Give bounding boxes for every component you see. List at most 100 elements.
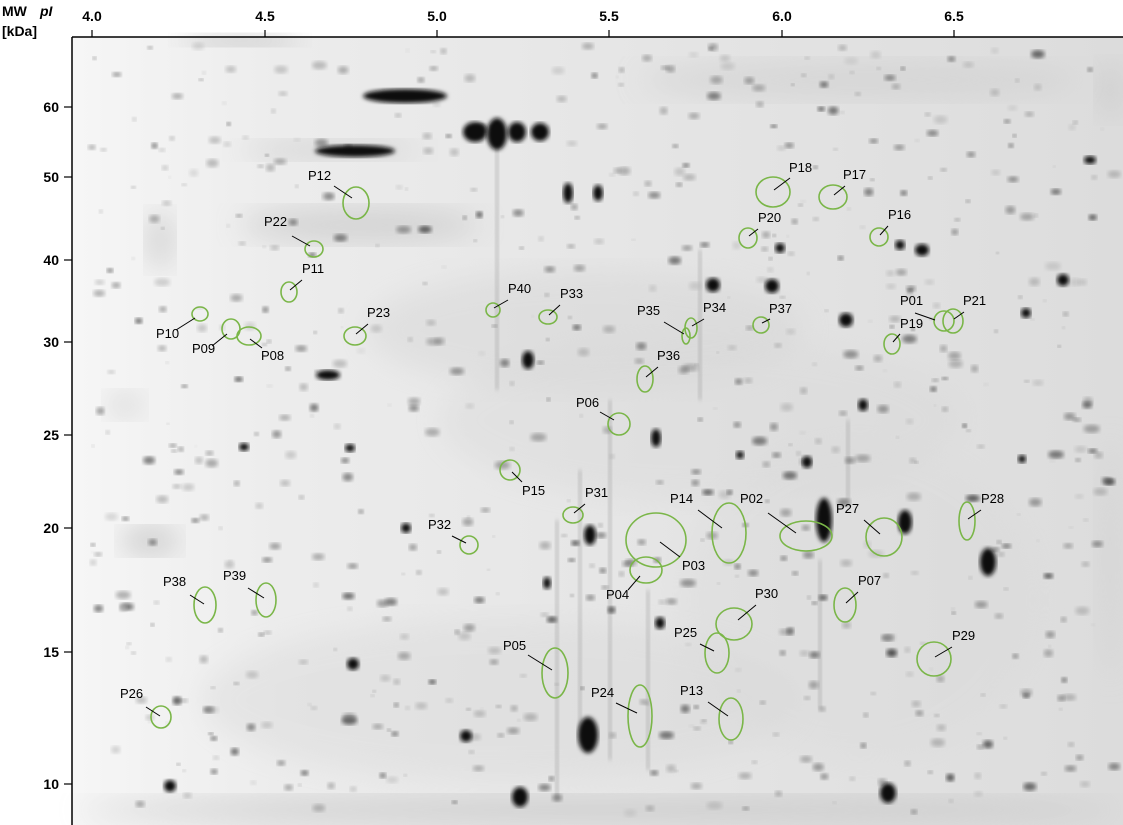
gel-dot: [577, 348, 590, 357]
gel-dark-spot: [980, 548, 996, 576]
gel-dot: [1081, 561, 1090, 567]
spot-outline: [191, 306, 209, 322]
spot-label: P26: [120, 686, 143, 701]
spot-label: P07: [858, 573, 881, 588]
gel-dot: [877, 405, 889, 413]
gel-dot: [312, 61, 327, 70]
gel-dot: [206, 158, 219, 168]
gel-dot: [936, 675, 945, 683]
gel-dot: [574, 215, 580, 220]
gel-dot: [734, 378, 743, 385]
gel-dot: [115, 591, 131, 599]
gel-dot: [707, 92, 721, 101]
gel-streak: [495, 130, 499, 390]
gel-dot: [1075, 755, 1084, 761]
spot-label: P13: [680, 683, 703, 698]
gel-dark-spot: [463, 122, 487, 142]
gel-dot: [246, 671, 259, 679]
gel-dot: [570, 203, 578, 211]
spot-leader-line: [767, 512, 797, 534]
gel-dot: [1074, 446, 1087, 453]
spot-p40: P40: [485, 281, 531, 318]
gel-dot: [312, 804, 326, 812]
gel-dot: [966, 429, 971, 432]
spot-outline: [562, 506, 584, 524]
gel-dot: [218, 628, 223, 633]
gel-dot: [589, 563, 595, 568]
gel-dot: [1003, 119, 1011, 124]
gel-dot: [1023, 782, 1037, 791]
gel-dot: [94, 279, 105, 285]
gel-dot: [1043, 573, 1054, 579]
gel-dot: [147, 45, 153, 50]
spot-leader-line: [761, 318, 771, 324]
gel-dot: [966, 151, 976, 158]
gel-dot: [372, 689, 376, 693]
gel-dot: [934, 404, 937, 407]
gel-dot: [230, 747, 239, 756]
gel-dot: [693, 726, 701, 731]
gel-dot: [761, 246, 768, 252]
gel-dot: [1069, 278, 1080, 287]
gel-dot: [619, 67, 625, 73]
gel-dot: [1032, 379, 1044, 386]
gel-dot: [688, 52, 699, 58]
gel-dot: [682, 163, 690, 168]
gel-dot: [680, 579, 696, 588]
gel-dot: [337, 66, 349, 74]
gel-dot: [465, 403, 475, 409]
gel-dot: [441, 265, 447, 269]
gel-dot: [266, 384, 273, 388]
gel-dot: [151, 142, 158, 149]
gel-dot: [948, 799, 954, 803]
gel-dot: [112, 72, 122, 77]
gel-dot: [911, 327, 915, 331]
gel-dot: [425, 428, 440, 437]
gel-dot: [183, 792, 192, 799]
spot-p27: P27: [836, 501, 903, 557]
spot-label: P05: [503, 638, 526, 653]
gel-dot: [991, 169, 1001, 176]
gel-dot: [255, 503, 263, 509]
gel-dot: [278, 91, 288, 96]
spot-leader-line: [189, 594, 205, 605]
gel-dot: [772, 452, 781, 458]
gel-dot: [145, 714, 155, 721]
gel-dot: [1007, 176, 1019, 183]
spot-p13: P13: [680, 683, 744, 741]
gel-dot: [733, 422, 741, 428]
gel-dot: [171, 93, 183, 100]
gel-dot: [691, 469, 701, 475]
gel-dot: [849, 776, 856, 781]
gel-dot: [153, 600, 160, 605]
spot-label: P25: [674, 625, 697, 640]
gel-dot: [394, 113, 402, 118]
spot-outline: [958, 501, 976, 541]
spot-p14: P14: [670, 491, 747, 564]
gel-dot: [784, 142, 794, 149]
gel-dot: [226, 122, 231, 126]
gel-dot: [1052, 165, 1056, 168]
gel-dot: [182, 483, 195, 491]
gel-dot: [788, 443, 793, 447]
spot-outline: [342, 186, 370, 220]
gel-dot: [223, 141, 231, 147]
spot-p26: P26: [120, 686, 172, 729]
gel-dot: [796, 451, 801, 456]
spot-leader-line: [934, 646, 953, 658]
gel-dot: [429, 66, 438, 71]
gel-dot: [896, 436, 899, 439]
gel-dot: [906, 418, 914, 424]
gel-dot: [273, 158, 287, 165]
gel-dot: [94, 552, 103, 557]
gel-dot: [407, 337, 413, 342]
gel-dot: [609, 454, 615, 459]
gel-dot: [720, 62, 735, 71]
gel-dot: [566, 140, 578, 147]
gel-dot: [708, 47, 713, 51]
gel-dot: [478, 351, 486, 356]
gel-dot: [649, 285, 657, 292]
gel-dot: [408, 544, 417, 551]
gel-dot: [269, 543, 281, 550]
gel-dot: [601, 585, 609, 590]
